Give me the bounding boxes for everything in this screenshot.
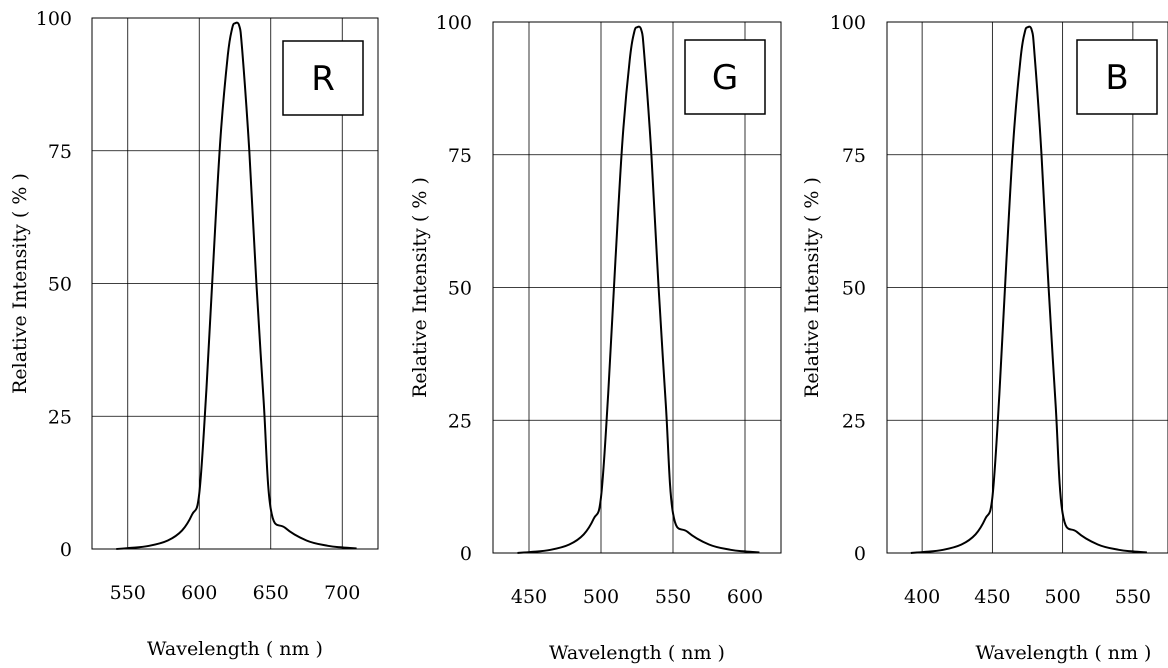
channel-tag-box (684, 39, 766, 115)
y-tick-label: 25 (842, 410, 866, 432)
x-axis-label: Wavelength ( nm ) (147, 638, 323, 660)
spectrum-curve-b (910, 25, 1147, 554)
channel-tag-box (1076, 39, 1158, 115)
spectrum-curve-g (517, 25, 760, 554)
y-tick-label: 25 (48, 406, 72, 428)
chart-panel-b: 0 25 50 75 100 400 450 500 550 Wavelength ( nm ) R… (801, 12, 1168, 664)
x-tick-label: 550 (1115, 586, 1151, 608)
x-tick-label: 450 (974, 586, 1010, 608)
x-axis-label: Wavelength ( nm ) (549, 642, 725, 664)
y-tick-label: 50 (842, 278, 866, 300)
channel-tag-box (282, 40, 364, 116)
channel-tag-label: B (1105, 58, 1128, 98)
y-axis-label: Relative Intensity ( % ) (9, 173, 31, 394)
channel-tag-label: G (712, 58, 738, 98)
x-tick-label: 500 (1044, 586, 1080, 608)
x-tick-label: 600 (727, 586, 763, 608)
y-tick-label: 100 (830, 12, 866, 34)
spectrum-curve-r (116, 21, 357, 550)
y-tick-label: 75 (48, 141, 72, 163)
y-tick-label: 25 (448, 410, 472, 432)
chart-panel-r: 0 25 50 75 100 550 600 650 700 Wavelength ( nm ) R… (9, 8, 379, 660)
chart-panel-g: 0 25 50 75 100 450 500 550 600 Wavelength ( nm ) R… (409, 12, 782, 664)
y-tick-label: 0 (854, 543, 866, 565)
y-tick-label: 100 (36, 8, 72, 30)
y-tick-label: 0 (460, 543, 472, 565)
x-tick-label: 450 (511, 586, 547, 608)
channel-tag-label: R (311, 59, 335, 99)
x-axis-label: Wavelength ( nm ) (976, 642, 1152, 664)
y-tick-label: 75 (842, 145, 866, 167)
y-tick-label: 50 (48, 274, 72, 296)
plot-frame (492, 21, 782, 554)
y-axis-label: Relative Intensity ( % ) (409, 177, 431, 398)
y-tick-label: 100 (436, 12, 472, 34)
y-axis-label: Relative Intensity ( % ) (801, 177, 823, 398)
plot-frame (91, 17, 379, 550)
x-tick-label: 700 (324, 582, 360, 604)
x-tick-label: 550 (110, 582, 146, 604)
x-tick-label: 650 (253, 582, 289, 604)
x-tick-label: 500 (583, 586, 619, 608)
y-tick-label: 0 (60, 539, 72, 561)
plot-frame (886, 21, 1168, 554)
x-tick-label: 550 (655, 586, 691, 608)
x-tick-label: 600 (181, 582, 217, 604)
x-tick-label: 400 (904, 586, 940, 608)
y-tick-label: 75 (448, 145, 472, 167)
y-tick-label: 50 (448, 278, 472, 300)
